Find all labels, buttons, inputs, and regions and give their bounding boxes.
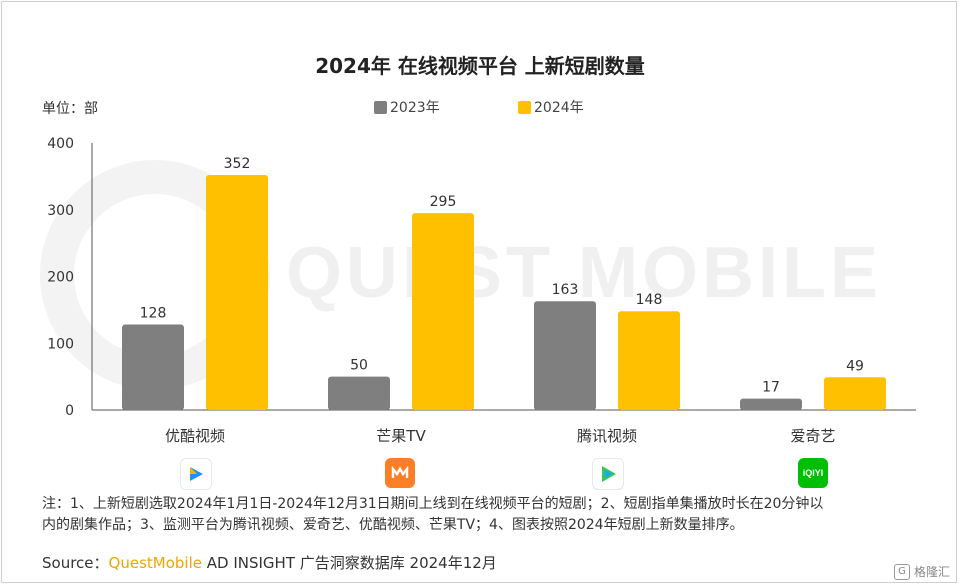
badge-text: 格隆汇 <box>913 565 950 579</box>
bar <box>534 301 596 410</box>
data-label: 17 <box>762 380 780 396</box>
bar <box>740 398 802 410</box>
y-tick-label: 100 <box>47 336 74 352</box>
x-tick-label: 芒果TV <box>376 427 426 445</box>
footnote-line-1: 注：1、上新短剧选取2024年1月1日-2024年12月31日期间上线到在线视频… <box>42 496 824 512</box>
watermark-text: QUEST MOBILE <box>286 233 883 313</box>
data-label: 50 <box>350 358 368 374</box>
y-tick-label: 0 <box>65 403 74 419</box>
legend-item-2023: 2023年 <box>374 97 440 117</box>
bar <box>122 324 184 410</box>
bar <box>206 175 268 410</box>
y-tick-label: 400 <box>47 136 74 152</box>
bar <box>412 213 474 410</box>
data-label: 352 <box>224 156 251 172</box>
y-tick-label: 200 <box>47 270 74 286</box>
source-rest: AD INSIGHT 广告洞察数据库 2024年12月 <box>201 554 497 572</box>
data-label: 128 <box>140 306 167 322</box>
x-tick-label: 优酷视频 <box>165 427 225 445</box>
chart-title: 2024年 在线视频平台 上新短剧数量 <box>315 54 645 78</box>
iqiyi-logo-text: iQIYI <box>802 468 824 478</box>
bar <box>618 311 680 410</box>
source-line: Source：QuestMobile AD INSIGHT 广告洞察数据库 20… <box>42 552 497 573</box>
x-tick-label: 爱奇艺 <box>790 427 835 445</box>
data-label: 49 <box>846 358 864 374</box>
bar <box>824 377 886 410</box>
footnote-line-2: 内的剧集作品；3、监测平台为腾讯视频、爱奇艺、优酷视频、芒果TV；4、图表按照2… <box>42 517 744 533</box>
x-tick-label: 腾讯视频 <box>577 427 637 445</box>
youku-logo-icon <box>180 458 212 490</box>
data-label: 295 <box>430 194 457 210</box>
mangotv-logo-icon <box>385 458 415 488</box>
legend-item-2024: 2024年 <box>518 97 584 117</box>
iqiyi-logo-icon: iQIYI <box>798 458 828 488</box>
legend-swatch-2024 <box>518 100 531 114</box>
legend-label-2024: 2024年 <box>534 100 584 116</box>
footnote: 注：1、上新短剧选取2024年1月1日-2024年12月31日期间上线到在线视频… <box>42 494 922 536</box>
source-prefix: Source： <box>42 554 109 572</box>
tencent-video-logo-icon <box>592 458 624 490</box>
data-label: 148 <box>636 292 663 308</box>
gelonghui-badge: G 格隆汇 <box>893 563 950 580</box>
legend-label-2023: 2023年 <box>390 100 440 116</box>
legend-swatch-2023 <box>374 100 387 114</box>
data-label: 163 <box>552 282 579 298</box>
bar <box>328 376 390 410</box>
gelonghui-logo-icon: G <box>893 563 910 580</box>
source-brand: QuestMobile <box>108 554 202 572</box>
unit-label: 单位：部 <box>42 101 98 117</box>
y-tick-label: 300 <box>47 203 74 219</box>
